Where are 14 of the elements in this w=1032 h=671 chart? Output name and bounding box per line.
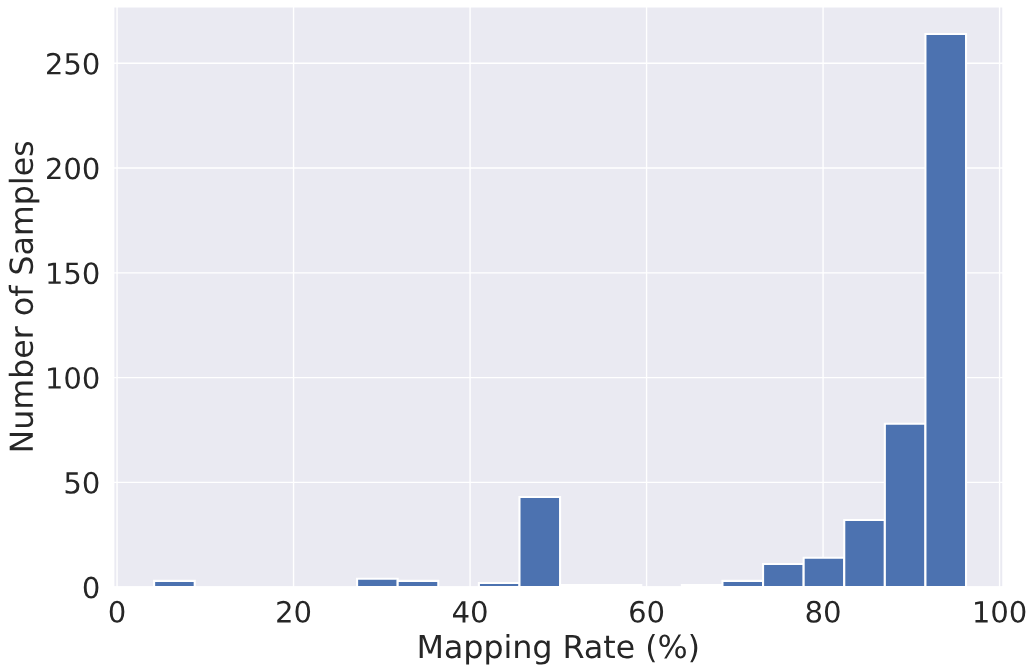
y-tick-label: 50 <box>65 471 99 494</box>
x-tick-label: 80 <box>806 600 840 623</box>
x-tick-label: 20 <box>277 600 311 623</box>
y-axis-title: Number of Samples <box>8 141 40 451</box>
y-tick-label: 0 <box>83 576 99 599</box>
y-tick-label: 150 <box>48 262 99 285</box>
x-tick-label: 60 <box>630 600 664 623</box>
y-tick-label: 200 <box>47 157 99 180</box>
x-tick-label: 100 <box>975 600 1026 623</box>
x-tick-label: 0 <box>109 600 125 623</box>
x-tick-label: 40 <box>453 600 487 623</box>
x-axis-title: Mapping Rate (%) <box>419 633 698 665</box>
y-tick-label: 100 <box>48 367 99 390</box>
y-tick-label: 250 <box>47 52 99 75</box>
